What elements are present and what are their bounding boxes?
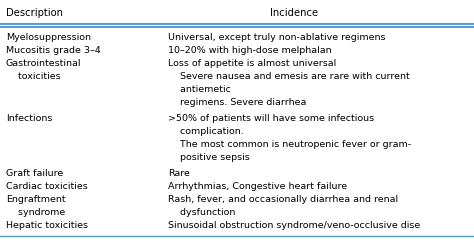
Text: Loss of appetite is almost universal: Loss of appetite is almost universal <box>168 59 337 67</box>
Text: Mucositis grade 3–4: Mucositis grade 3–4 <box>6 45 100 55</box>
Text: Gastrointestinal: Gastrointestinal <box>6 59 81 67</box>
Text: toxicities: toxicities <box>6 71 60 81</box>
Text: Cardiac toxicities: Cardiac toxicities <box>6 182 87 190</box>
Text: Description: Description <box>6 8 63 18</box>
Text: complication.: complication. <box>168 126 244 136</box>
Text: Rash, fever, and occasionally diarrhea and renal: Rash, fever, and occasionally diarrhea a… <box>168 194 398 204</box>
Text: Graft failure: Graft failure <box>6 168 63 178</box>
Text: The most common is neutropenic fever or gram-: The most common is neutropenic fever or … <box>168 140 411 148</box>
Text: Hepatic toxicities: Hepatic toxicities <box>6 221 88 229</box>
Text: regimens. Severe diarrhea: regimens. Severe diarrhea <box>168 98 307 106</box>
Text: Severe nausea and emesis are rare with current: Severe nausea and emesis are rare with c… <box>168 71 410 81</box>
Text: positive sepsis: positive sepsis <box>168 152 250 162</box>
Text: Universal, except truly non-ablative regimens: Universal, except truly non-ablative reg… <box>168 33 386 41</box>
Text: >50% of patients will have some infectious: >50% of patients will have some infectio… <box>168 114 374 123</box>
Text: Arrhythmias, Congestive heart failure: Arrhythmias, Congestive heart failure <box>168 182 347 190</box>
Text: syndrome: syndrome <box>6 207 65 217</box>
Text: Incidence: Incidence <box>270 8 318 18</box>
Text: Myelosuppression: Myelosuppression <box>6 33 91 41</box>
Text: Rare: Rare <box>168 168 190 178</box>
Text: Engraftment: Engraftment <box>6 194 65 204</box>
Text: dysfunction: dysfunction <box>168 207 236 217</box>
Text: 10–20% with high-dose melphalan: 10–20% with high-dose melphalan <box>168 45 332 55</box>
Text: Infections: Infections <box>6 114 52 123</box>
Text: antiemetic: antiemetic <box>168 84 231 94</box>
Text: Sinusoidal obstruction syndrome/veno-occlusive dise: Sinusoidal obstruction syndrome/veno-occ… <box>168 221 420 229</box>
